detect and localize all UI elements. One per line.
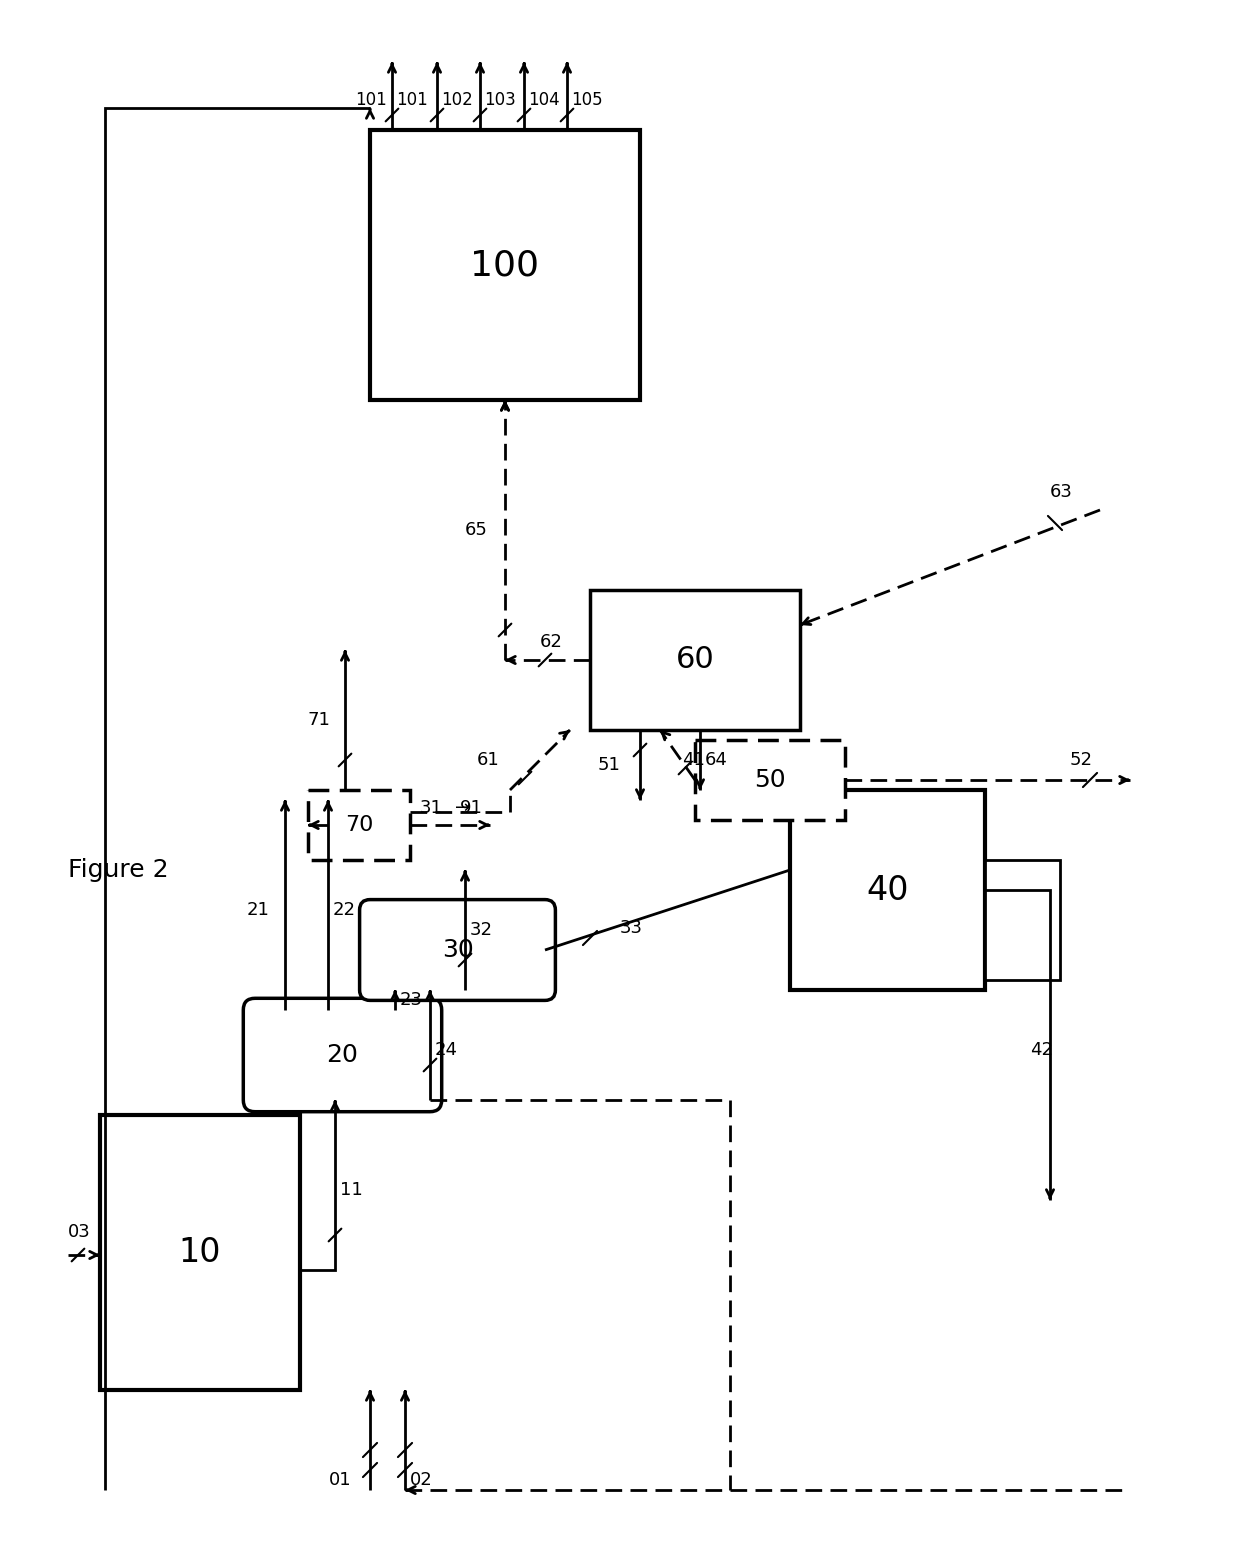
Text: 03: 03 — [68, 1223, 91, 1242]
Text: 91: 91 — [460, 799, 482, 817]
Text: 01: 01 — [330, 1472, 352, 1489]
Text: 50: 50 — [754, 768, 786, 793]
Text: 30: 30 — [441, 939, 474, 962]
Text: 22: 22 — [334, 901, 356, 918]
Text: 02: 02 — [410, 1472, 433, 1489]
Text: 101: 101 — [396, 92, 428, 109]
FancyBboxPatch shape — [243, 998, 441, 1111]
Text: 104: 104 — [528, 92, 559, 109]
Bar — [308, 789, 410, 859]
Text: 51: 51 — [598, 755, 620, 774]
Text: 41: 41 — [682, 751, 704, 769]
Text: 63: 63 — [1050, 483, 1073, 500]
Text: 102: 102 — [441, 92, 472, 109]
Text: 11: 11 — [340, 1181, 363, 1200]
Bar — [790, 789, 985, 990]
Text: 42: 42 — [1030, 1041, 1053, 1058]
Text: 65: 65 — [465, 521, 489, 539]
FancyBboxPatch shape — [360, 900, 556, 1001]
Text: 71: 71 — [308, 712, 330, 729]
Bar — [590, 591, 800, 730]
Text: 52: 52 — [1070, 751, 1092, 769]
Text: Figure 2: Figure 2 — [68, 858, 169, 883]
Bar — [694, 740, 844, 821]
Text: 70: 70 — [345, 814, 373, 834]
Text: 101: 101 — [355, 92, 387, 109]
Text: 60: 60 — [676, 645, 714, 674]
Text: 21: 21 — [247, 901, 270, 918]
Text: 100: 100 — [470, 249, 539, 281]
Text: 24: 24 — [435, 1041, 458, 1058]
Bar — [100, 1116, 300, 1389]
Text: →: → — [455, 799, 470, 817]
Text: 40: 40 — [867, 873, 909, 906]
Text: 61: 61 — [477, 751, 500, 769]
Text: 32: 32 — [470, 922, 494, 939]
Text: 62: 62 — [539, 632, 563, 651]
Text: 103: 103 — [484, 92, 516, 109]
Text: 31: 31 — [420, 799, 443, 817]
Text: 64: 64 — [706, 751, 728, 769]
Bar — [985, 859, 1060, 981]
Text: 23: 23 — [401, 991, 423, 1009]
Text: 33: 33 — [620, 918, 644, 937]
Text: 20: 20 — [326, 1043, 358, 1068]
Bar — [370, 131, 640, 399]
Text: 105: 105 — [570, 92, 603, 109]
Text: 10: 10 — [179, 1235, 221, 1270]
